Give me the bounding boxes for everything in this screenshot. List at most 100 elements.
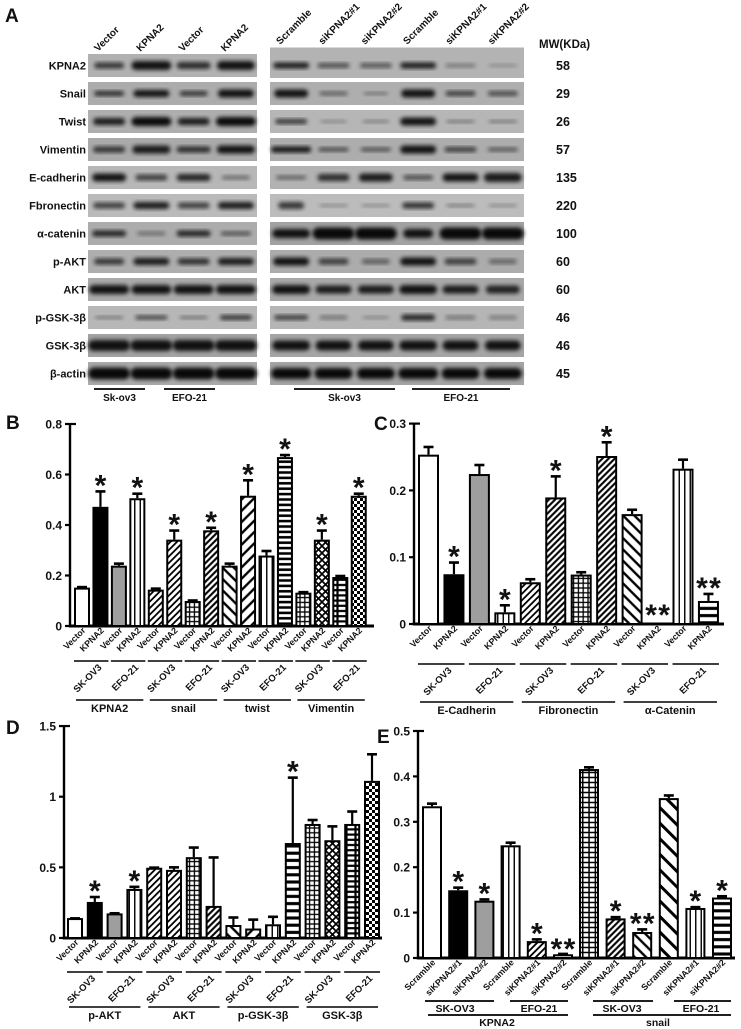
svg-text:*: * (499, 583, 511, 616)
svg-text:E-cadherin: E-cadherin (29, 173, 86, 185)
svg-text:0.2: 0.2 (45, 569, 62, 583)
svg-text:SK-OV3: SK-OV3 (435, 1003, 474, 1015)
svg-text:*: * (479, 877, 491, 910)
svg-text:*: * (601, 420, 613, 453)
svg-text:KPNA2: KPNA2 (686, 623, 714, 651)
svg-text:E: E (377, 727, 390, 748)
svg-text:siKPNA2#2: siKPNA2#2 (359, 1, 405, 47)
svg-text:*: * (287, 756, 299, 789)
svg-text:SK-OV3: SK-OV3 (224, 973, 257, 1006)
svg-text:KPNA2: KPNA2 (479, 1017, 515, 1029)
svg-text:EFO-21: EFO-21 (521, 1003, 558, 1015)
svg-text:EFO-21: EFO-21 (331, 662, 363, 694)
svg-text:p-AKT: p-AKT (53, 257, 86, 269)
svg-text:Twist: Twist (59, 117, 87, 129)
svg-text:EFO-21: EFO-21 (186, 973, 218, 1005)
svg-text:*: * (448, 541, 460, 574)
svg-text:SK-OV3: SK-OV3 (293, 662, 326, 695)
svg-text:*: * (353, 472, 365, 505)
svg-text:AKT: AKT (63, 285, 86, 297)
svg-text:Vector: Vector (561, 623, 587, 649)
svg-text:C: C (374, 414, 388, 435)
svg-text:EFO-21: EFO-21 (258, 662, 290, 694)
svg-text:*: * (550, 454, 562, 487)
svg-text:0: 0 (55, 620, 62, 634)
svg-text:SK-OV3: SK-OV3 (72, 662, 105, 695)
svg-text:0.2: 0.2 (389, 484, 406, 498)
svg-text:α-catenin: α-catenin (37, 229, 86, 241)
svg-text:57: 57 (556, 143, 570, 157)
svg-text:Vimentin: Vimentin (308, 703, 355, 715)
svg-text:0: 0 (49, 932, 56, 946)
svg-text:EFO-21: EFO-21 (576, 665, 608, 697)
svg-text:*: * (658, 599, 670, 632)
svg-text:45: 45 (556, 367, 570, 381)
svg-text:46: 46 (556, 339, 570, 353)
svg-text:*: * (645, 599, 657, 632)
svg-text:A: A (5, 6, 19, 27)
svg-text:Sk-ov3: Sk-ov3 (328, 393, 361, 404)
svg-text:EFO-21: EFO-21 (172, 393, 207, 404)
svg-text:KPNA2: KPNA2 (49, 61, 86, 73)
svg-text:SK-OV3: SK-OV3 (303, 973, 336, 1006)
svg-text:EFO-21: EFO-21 (443, 393, 478, 404)
svg-text:*: * (95, 469, 107, 502)
svg-text:Fbronectin: Fbronectin (29, 201, 86, 213)
svg-text:*: * (630, 907, 642, 940)
svg-text:60: 60 (556, 255, 570, 269)
svg-text:SK-OV3: SK-OV3 (602, 1003, 641, 1015)
svg-text:58: 58 (556, 59, 570, 73)
svg-text:siKPNA2#1: siKPNA2#1 (444, 1, 490, 47)
svg-text:0: 0 (403, 952, 410, 966)
svg-text:siKPNA2#2: siKPNA2#2 (486, 1, 532, 47)
svg-text:26: 26 (556, 115, 570, 129)
svg-text:*: * (129, 865, 141, 898)
svg-text:EFO-21: EFO-21 (265, 973, 297, 1005)
svg-text:SK-OV3: SK-OV3 (65, 973, 98, 1006)
svg-text:0.5: 0.5 (39, 861, 56, 875)
svg-text:*: * (205, 506, 217, 539)
svg-text:*: * (279, 433, 291, 466)
svg-text:SK-OV3: SK-OV3 (625, 665, 658, 698)
svg-text:Vector: Vector (510, 623, 536, 649)
svg-text:GSK-3β: GSK-3β (46, 341, 87, 353)
svg-text:KPNA2: KPNA2 (219, 22, 251, 54)
svg-text:0: 0 (399, 618, 406, 632)
svg-text:135: 135 (556, 171, 577, 185)
svg-text:*: * (564, 933, 576, 966)
svg-text:Scramble: Scramble (402, 7, 442, 47)
svg-text:SK-OV3: SK-OV3 (144, 973, 177, 1006)
svg-text:KPNA2: KPNA2 (533, 623, 561, 651)
svg-text:MW(KDa): MW(KDa) (539, 39, 590, 51)
svg-text:siKPNA2#1: siKPNA2#1 (317, 1, 363, 47)
svg-text:0.5: 0.5 (393, 725, 410, 739)
svg-text:twist: twist (245, 703, 270, 715)
svg-text:KPNA2: KPNA2 (584, 623, 612, 651)
svg-text:Vector: Vector (177, 25, 206, 54)
svg-text:*: * (690, 885, 702, 918)
svg-text:SK-OV3: SK-OV3 (422, 665, 455, 698)
svg-text:EFO-21: EFO-21 (110, 662, 142, 694)
svg-text:0.2: 0.2 (393, 861, 410, 875)
svg-text:α-Catenin: α-Catenin (645, 705, 696, 717)
svg-text:220: 220 (556, 199, 577, 213)
svg-text:EFO-21: EFO-21 (474, 665, 506, 697)
svg-text:0.3: 0.3 (389, 417, 406, 431)
svg-text:*: * (551, 933, 563, 966)
svg-text:1.5: 1.5 (39, 720, 56, 734)
svg-text:*: * (610, 895, 622, 928)
svg-text:snail: snail (646, 1017, 670, 1029)
svg-text:KPNA2: KPNA2 (482, 623, 510, 651)
svg-text:Vimentin: Vimentin (40, 145, 87, 157)
svg-text:D: D (6, 718, 20, 739)
svg-text:*: * (452, 866, 464, 899)
svg-text:*: * (531, 917, 543, 950)
svg-text:B: B (6, 413, 20, 434)
svg-text:EFO-21: EFO-21 (678, 665, 710, 697)
svg-text:*: * (709, 572, 721, 605)
svg-text:*: * (643, 907, 655, 940)
svg-text:AKT: AKT (173, 1010, 196, 1022)
svg-text:SK-OV3: SK-OV3 (145, 662, 178, 695)
svg-text:100: 100 (556, 227, 577, 241)
svg-text:Fibronectin: Fibronectin (539, 705, 599, 717)
